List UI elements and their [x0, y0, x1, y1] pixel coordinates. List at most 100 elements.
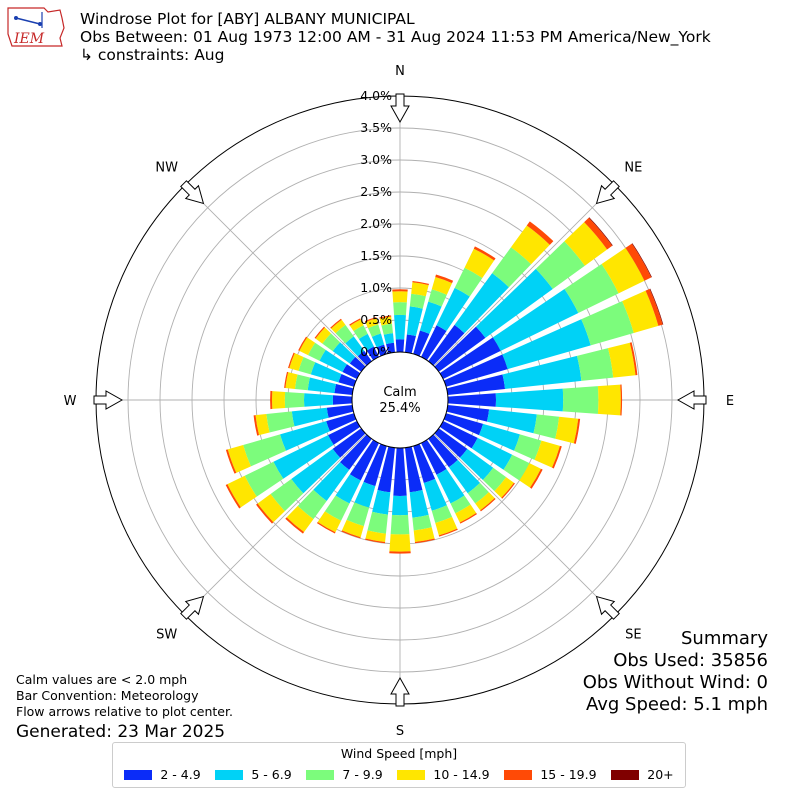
flow-arrow — [595, 180, 620, 205]
wind-bar-segment — [608, 342, 636, 378]
legend-item: 15 - 19.9 — [504, 767, 597, 782]
wind-bar-segment — [331, 319, 346, 334]
wind-bar-segment — [431, 505, 453, 524]
wind-bar-segment — [298, 336, 308, 351]
wind-bar-segment — [324, 495, 350, 521]
wind-bar-segment — [501, 482, 515, 499]
radial-tick-label: 1.0% — [360, 280, 392, 295]
wind-bar-segment — [338, 373, 357, 387]
wind-bar-segment — [299, 337, 316, 356]
wind-bar-segment — [535, 241, 585, 290]
wind-bar-segment — [439, 421, 478, 449]
legend-label: 20+ — [647, 767, 674, 782]
wind-bar-segment — [244, 461, 284, 497]
wind-bar-segment — [349, 319, 364, 332]
wind-bar-segment — [552, 445, 562, 469]
wind-bar-segment — [285, 517, 305, 534]
wind-bar-segment — [330, 318, 342, 329]
wind-bar-segment — [357, 350, 372, 366]
legend-swatch — [504, 769, 533, 780]
wind-bar-segment — [473, 246, 496, 261]
direction-label: NW — [155, 161, 178, 176]
wind-bar-segment — [588, 217, 613, 246]
wind-bar-segment — [423, 478, 447, 511]
direction-label: NE — [624, 161, 642, 176]
wind-bar-segment — [620, 384, 623, 416]
wind-bar-segment — [471, 437, 513, 470]
wind-bar-segment — [447, 393, 496, 407]
summary-obs-used: Obs Used: 35856 — [613, 650, 768, 671]
wind-bar-segment — [533, 414, 560, 439]
wind-bar-segment — [434, 326, 486, 372]
wind-bar-segment — [412, 280, 429, 286]
wind-bar-segment — [510, 225, 550, 265]
legend-item: 20+ — [611, 767, 674, 782]
wind-bar-segment — [243, 434, 286, 467]
calm-note: Calm values are < 2.0 mph — [16, 672, 188, 687]
flow-arrow — [93, 390, 124, 410]
legend-label: 15 - 19.9 — [540, 767, 597, 782]
title-line-1: Windrose Plot for [ABY] ALBANY MUNICIPAL — [80, 10, 415, 28]
wind-bar-segment — [288, 352, 295, 369]
wind-bar-segment — [395, 339, 405, 353]
wind-bar-segment — [345, 336, 365, 357]
flow-arrow — [676, 390, 707, 410]
wind-bar-segment — [365, 530, 386, 542]
wind-bar-segment — [227, 475, 257, 508]
wind-bar-segment — [342, 364, 361, 379]
radial-tick-label: 1.5% — [360, 248, 392, 263]
wind-bar-segment — [564, 222, 608, 266]
wind-bar-segment — [482, 467, 507, 492]
wind-bar-segment — [434, 428, 468, 458]
wind-bar-segment — [393, 302, 407, 316]
wind-bar-segment — [371, 333, 385, 348]
wind-bar-segment — [406, 306, 423, 337]
wind-bar-segment — [409, 490, 429, 518]
wind-bar-segment — [459, 448, 494, 481]
calm-label: Calm — [383, 385, 416, 400]
legend-swatch — [215, 769, 244, 780]
radial-tick-label: 2.5% — [360, 184, 392, 199]
wind-bar-segment — [555, 416, 579, 444]
wind-bar-segment — [363, 443, 387, 487]
grid-spoke — [184, 184, 367, 367]
wind-bar-segment — [381, 323, 393, 335]
summary-obs-without-wind: Obs Without Wind: 0 — [582, 672, 768, 693]
wind-bar-segment — [334, 384, 354, 395]
wind-bar-segment — [389, 534, 411, 552]
wind-bar-segment — [272, 391, 286, 409]
wind-bar-segment — [573, 418, 581, 444]
wind-bar-segment — [273, 435, 334, 479]
wind-bar-segment — [503, 454, 530, 481]
wind-bar-segment — [349, 439, 379, 481]
wind-bar-segment — [294, 374, 310, 391]
wind-bar-segment — [314, 326, 325, 339]
wind-bar-segment — [405, 334, 416, 354]
wind-bar-segment — [428, 434, 458, 468]
wind-bar-segment — [307, 342, 326, 361]
wind-bar-segment — [326, 413, 357, 432]
wind-bar-segment — [367, 511, 388, 534]
radial-tick-label: 0.5% — [360, 312, 392, 327]
wind-bar-segment — [358, 333, 374, 351]
legend-label: 7 - 9.9 — [342, 767, 383, 782]
summary-block: Summary Obs Used: 35856 Obs Without Wind… — [583, 628, 768, 716]
wind-bar-segment — [478, 423, 520, 451]
wind-bar-segment — [367, 324, 381, 337]
wind-bar-segment — [349, 356, 366, 372]
direction-label: N — [395, 64, 405, 79]
wind-bar-segment — [285, 372, 298, 389]
wind-bar-segment — [502, 355, 582, 389]
wind-bar-segment — [332, 342, 356, 364]
wind-bar-segment — [392, 289, 408, 292]
direction-label: SW — [156, 627, 177, 642]
wind-bar-segment — [349, 318, 361, 326]
wind-bar-segment — [428, 324, 465, 366]
wind-bar-segment — [581, 301, 634, 346]
flow-note: Flow arrows relative to plot center. — [16, 704, 233, 719]
wind-bar-segment — [364, 316, 377, 323]
wind-bar-segment — [492, 247, 532, 288]
wind-bar-segment — [386, 342, 395, 354]
grid-spoke — [433, 184, 616, 367]
radial-tick-label: 2.0% — [360, 216, 392, 231]
